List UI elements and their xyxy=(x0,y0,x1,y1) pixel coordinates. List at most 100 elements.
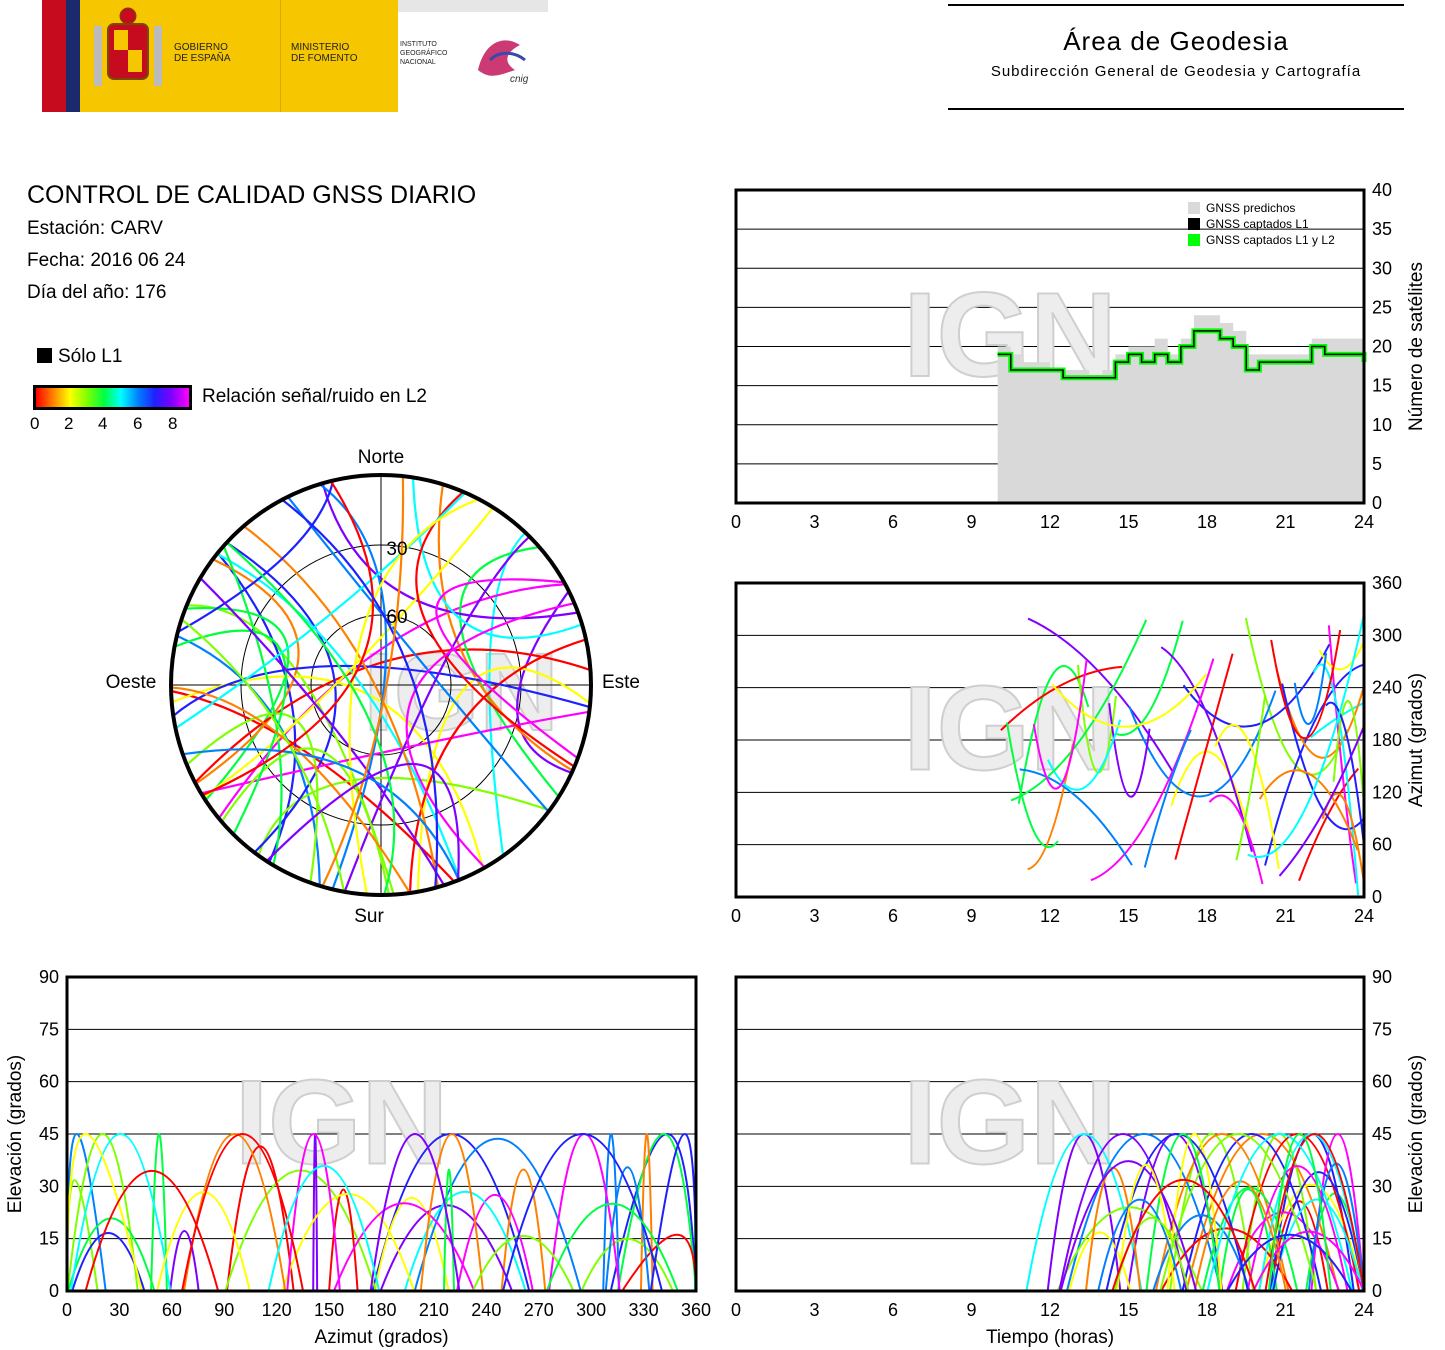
elevation-time-track xyxy=(1159,1133,1318,1292)
x-tick-label: 90 xyxy=(214,1300,234,1320)
elevation-azimuth-track xyxy=(419,1133,484,1292)
ministerio-line2: DE FOMENTO xyxy=(291,53,358,64)
satellite-track xyxy=(435,578,579,760)
elevation-azimuth-track xyxy=(84,1169,220,1292)
satellite-track xyxy=(220,747,390,896)
north-label: Norte xyxy=(358,447,404,468)
x-tick-label: 12 xyxy=(1040,512,1060,532)
elevation-time-track xyxy=(1234,1133,1361,1292)
satellite-track xyxy=(174,629,288,835)
azimuth-track xyxy=(1298,767,1360,882)
instituto-line1: INSTITUTO xyxy=(400,41,437,48)
elevation-azimuth-track xyxy=(442,1168,455,1292)
legend-swatch xyxy=(1188,218,1200,230)
ring-label: 60 xyxy=(386,607,407,628)
y-tick-label: 25 xyxy=(1372,297,1392,317)
azimuth-track xyxy=(1321,792,1365,883)
x-tick-label: 15 xyxy=(1118,512,1138,532)
azimuth-track xyxy=(1278,725,1365,877)
satellite-track xyxy=(199,577,446,886)
y-axis-label: Elevación (grados) xyxy=(1406,1055,1427,1213)
elevation-time-track xyxy=(1218,1188,1278,1292)
elevation-azimuth-track xyxy=(602,1133,620,1292)
satellite-track xyxy=(180,618,346,892)
elevation-time-track xyxy=(1065,1133,1223,1292)
satellite-track xyxy=(488,531,527,856)
elevation-azimuth-track xyxy=(286,1133,341,1292)
x-tick-label: 30 xyxy=(109,1300,129,1320)
elevation-azimuth-track xyxy=(580,1237,674,1292)
y-axis-label: Elevación (grados) xyxy=(5,1055,26,1213)
x-tick-label: 180 xyxy=(366,1300,396,1320)
elevation-time-track xyxy=(1226,1233,1353,1292)
y-tick-label: 30 xyxy=(39,1176,59,1196)
y-tick-label: 0 xyxy=(1372,1281,1382,1301)
x-tick-label: 6 xyxy=(888,512,898,532)
x-tick-label: 150 xyxy=(314,1300,344,1320)
azimuth-track xyxy=(1235,695,1267,861)
azimuth-track xyxy=(1270,629,1342,740)
snr-tick: 0 xyxy=(30,414,40,433)
plot-frame xyxy=(65,975,698,1293)
elevation-azimuth-track xyxy=(169,1229,200,1292)
gobierno-logo: GOBIERNO DE ESPAÑA xyxy=(80,0,280,112)
elevation-time-track xyxy=(1111,1179,1257,1292)
solo-l1-swatch xyxy=(37,348,52,363)
x-tick-label: 360 xyxy=(681,1300,711,1320)
plot-frame xyxy=(734,581,1366,899)
y-axis-label: Azimut (grados) xyxy=(1406,673,1427,807)
azimuth-track xyxy=(1325,701,1365,846)
elevation-time-track xyxy=(1270,1198,1364,1292)
x-tick-label: 12 xyxy=(1040,1300,1060,1320)
coat-of-arms-icon xyxy=(94,7,162,86)
azimuth-track xyxy=(1258,769,1359,851)
y-tick-label: 10 xyxy=(1372,415,1392,435)
elevation-azimuth-track xyxy=(403,1190,527,1292)
x-tick-label: 9 xyxy=(966,906,976,926)
elevation-azimuth-track xyxy=(500,1168,547,1292)
elevation-azimuth-track xyxy=(66,1133,139,1292)
azimuth-track xyxy=(1182,643,1331,728)
elevation-time-track xyxy=(1068,1231,1132,1292)
x-tick-label: 120 xyxy=(262,1300,292,1320)
gobierno-text: GOBIERNO DE ESPAÑA xyxy=(174,42,231,64)
azimuth-track xyxy=(1143,729,1192,868)
satellite-track xyxy=(321,482,579,620)
x-tick-label: 9 xyxy=(966,1300,976,1320)
x-tick-label: 24 xyxy=(1354,512,1374,532)
south-label: Sur xyxy=(354,906,384,927)
elevation-azimuth-track xyxy=(150,1133,168,1292)
gobierno-line1: GOBIERNO xyxy=(174,42,228,53)
satellite-track xyxy=(257,776,550,856)
x-tick-label: 6 xyxy=(888,906,898,926)
ring-label: 30 xyxy=(386,539,407,560)
elevation-time-track xyxy=(1160,1227,1294,1292)
instituto-line3: NACIONAL xyxy=(400,59,436,66)
ign-logo: INSTITUTO GEOGRÁFICO NACIONAL cnig xyxy=(398,0,548,112)
x-tick-label: 6 xyxy=(888,1300,898,1320)
plot-frame xyxy=(734,975,1366,1293)
satellite-track xyxy=(321,476,405,888)
y-tick-label: 90 xyxy=(39,967,59,987)
eu-blue-strip xyxy=(66,0,80,112)
snr-label: Relación señal/ruido en L2 xyxy=(202,386,427,407)
y-tick-label: 240 xyxy=(1372,678,1402,698)
y-tick-label: 180 xyxy=(1372,730,1402,750)
l1-line xyxy=(997,330,1365,379)
elevation-time-track xyxy=(1252,1230,1365,1292)
area-top-rule xyxy=(948,4,1404,6)
y-tick-label: 0 xyxy=(1372,887,1382,907)
satellite-track xyxy=(281,498,439,888)
flag-red-strip xyxy=(42,0,66,112)
satellite-track xyxy=(408,638,587,894)
date-label: Fecha: 2016 06 24 xyxy=(27,250,186,271)
y-tick-label: 20 xyxy=(1372,337,1392,357)
satellite-track xyxy=(186,712,319,883)
azimuth-track xyxy=(1000,665,1123,731)
x-tick-label: 18 xyxy=(1197,512,1217,532)
azimuth-track xyxy=(1046,719,1122,791)
ign-top-bar xyxy=(398,0,548,12)
azimuth-track xyxy=(1128,690,1277,798)
elevation-azimuth-track xyxy=(604,1166,651,1292)
